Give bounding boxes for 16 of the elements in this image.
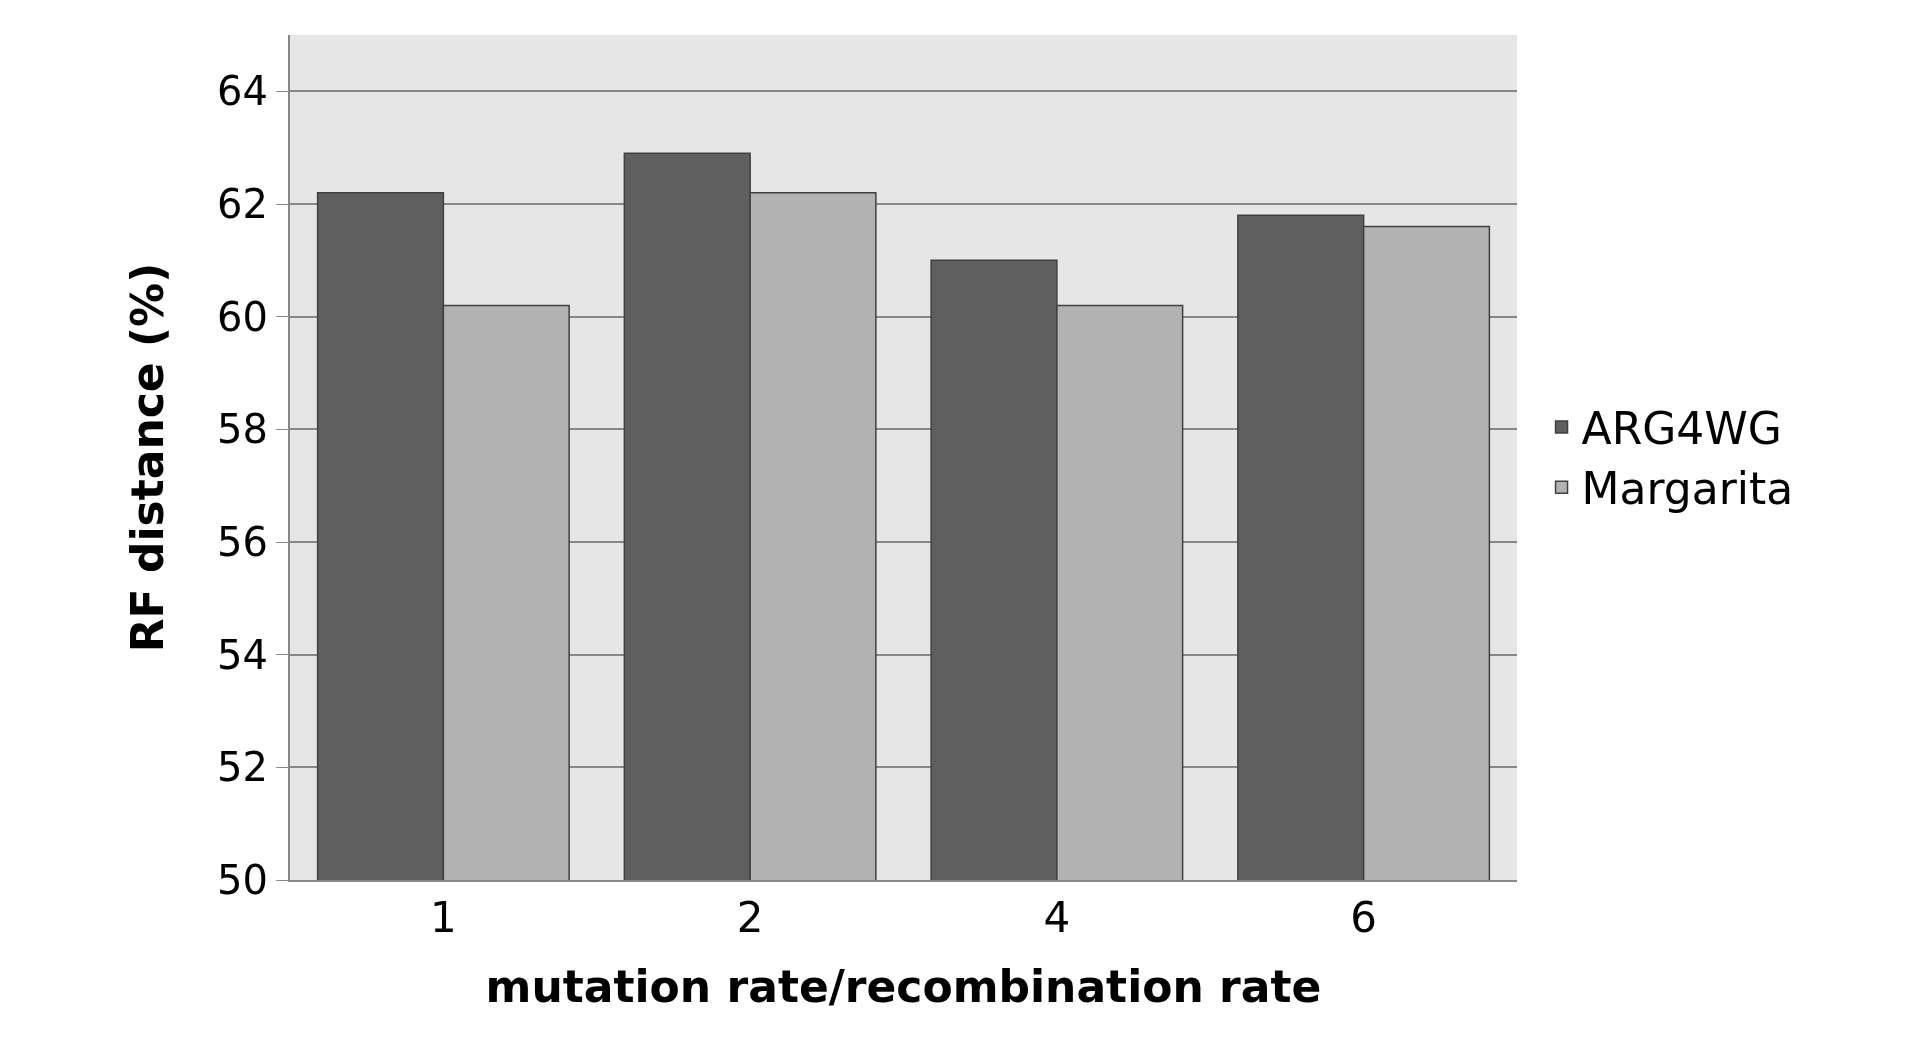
y-tick-label: 50 bbox=[217, 857, 268, 903]
y-tick-label: 60 bbox=[217, 293, 268, 340]
y-tick-label: 62 bbox=[217, 181, 268, 227]
x-tick-label: 1 bbox=[430, 893, 457, 943]
legend-label: Margarita bbox=[1581, 463, 1794, 515]
x-tick-label: 2 bbox=[736, 893, 764, 943]
x-tick-label: 4 bbox=[1043, 893, 1071, 943]
y-tick-label: 64 bbox=[217, 68, 268, 115]
y-tick-label: 56 bbox=[217, 519, 268, 565]
y-tick-label: 52 bbox=[217, 744, 268, 791]
y-tick-label: 58 bbox=[217, 406, 268, 453]
y-axis-title: RF distance (%) bbox=[121, 262, 173, 653]
legend-label: ARG4WG bbox=[1581, 403, 1782, 455]
y-tick-label: 54 bbox=[217, 631, 268, 678]
x-axis-title: mutation rate/recombination rate bbox=[485, 961, 1322, 1013]
x-tick-label: 6 bbox=[1350, 893, 1377, 943]
